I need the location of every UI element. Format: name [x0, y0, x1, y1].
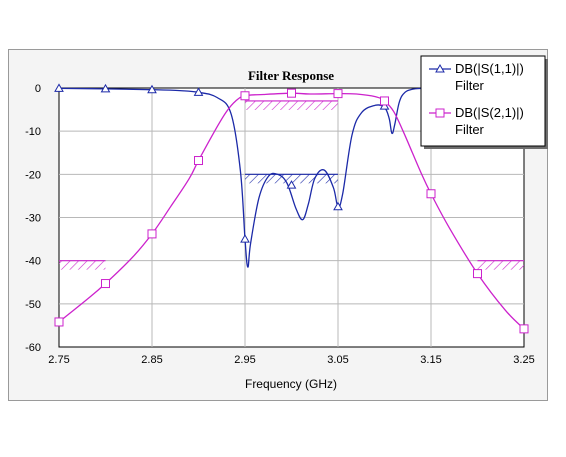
y-tick-label: -40: [25, 256, 41, 268]
series-line-2: [58, 92, 525, 330]
series-marker: [380, 96, 389, 106]
x-tick-label: 3.25: [513, 354, 534, 366]
x-tick-label: 2.85: [141, 354, 162, 366]
y-tick-label: -50: [25, 299, 41, 311]
chart-svg: 2.75 2.85 2.95 3.05 3.15 3.25 0 -10 -20 -30 -40 -50…: [25, 55, 548, 391]
series-marker: [333, 201, 343, 211]
y-tick-label: 0: [35, 83, 41, 95]
series-layer: [54, 83, 529, 334]
series-marker: [54, 317, 64, 327]
legend-marker: [435, 108, 445, 118]
y-tick-label: -60: [25, 342, 41, 354]
series-line-1: [58, 87, 525, 268]
legend-marker: [435, 63, 445, 73]
series-marker: [240, 91, 250, 101]
x-tick-label: 2.75: [48, 354, 69, 366]
x-axis-label: Frequency (GHz): [245, 377, 337, 391]
y-tick-label: -20: [25, 169, 41, 181]
series-marker: [473, 269, 482, 279]
series-marker: [519, 324, 529, 334]
spec-hatch: [245, 100, 338, 110]
legend-label: DB(|S(2,1)|): [455, 105, 524, 120]
series-marker: [194, 156, 203, 166]
chart-window: 2.75 2.85 2.95 3.05 3.15 3.25 0 -10 -20 -30 -40 -50…: [8, 49, 548, 401]
y-tick-label: -10: [25, 126, 41, 138]
legend-label: DB(|S(1,1)|): [455, 61, 524, 76]
spec-hatch: [245, 174, 338, 184]
x-tick-label: 3.15: [420, 354, 441, 366]
series-marker: [147, 229, 157, 239]
series-marker: [287, 88, 296, 98]
series-marker: [193, 87, 204, 96]
series-marker: [100, 83, 111, 93]
series-marker: [54, 83, 64, 92]
legend: DB(|S(1,1)|) Filter DB(|S(2,1)|) Filter: [420, 55, 548, 149]
series-marker: [101, 279, 110, 289]
series-marker: [147, 84, 157, 94]
series-marker: [426, 189, 436, 199]
tick-layer: 2.75 2.85 2.95 3.05 3.15 3.25 0 -10 -20 -30 -40 -50…: [25, 83, 535, 366]
y-tick-label: -30: [25, 213, 41, 225]
series-marker: [286, 180, 297, 189]
spec-hatch: [59, 260, 106, 270]
series-marker: [333, 89, 343, 99]
legend-label-line2: Filter: [455, 122, 485, 137]
legend-label-line2: Filter: [455, 78, 485, 93]
spec-layer: [59, 100, 524, 270]
series-marker: [379, 101, 390, 110]
series-marker: [240, 234, 250, 243]
x-tick-label: 3.05: [327, 354, 348, 366]
spec-hatch: [477, 260, 524, 270]
chart-title: Filter Response: [248, 68, 334, 83]
x-tick-label: 2.95: [234, 354, 255, 366]
